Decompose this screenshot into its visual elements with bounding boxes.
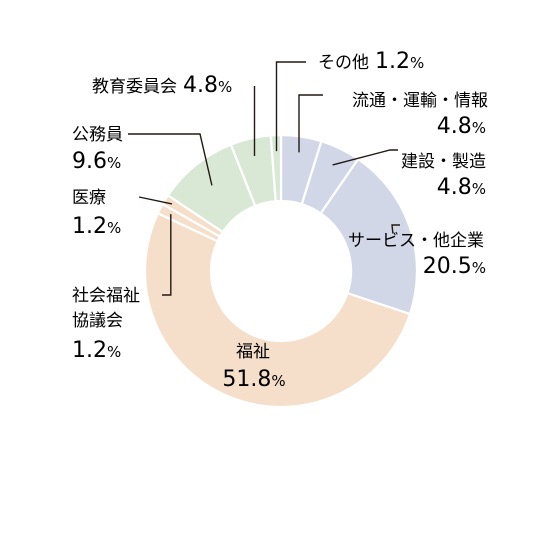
label-ryutsu-value: 4.8%	[437, 114, 486, 139]
label-shakyo-name: 社会福祉 協議会	[72, 286, 145, 331]
donut-slices	[143, 133, 419, 409]
label-shakyo-value: 1.2%	[72, 338, 121, 363]
label-fukushi-value: 51.8%	[222, 367, 285, 392]
donut-slice-3	[319, 157, 419, 316]
label-sonota: その他 1.2%	[318, 49, 424, 74]
leader-iryo	[138, 196, 173, 205]
leader-ryutsu	[298, 94, 323, 153]
label-service-name: サービス・他企業	[348, 231, 484, 251]
leader-koumuin	[128, 133, 213, 186]
leader-sonota	[275, 61, 306, 152]
label-iryo-name: 医療	[72, 188, 106, 208]
label-kensetsu-value: 4.8%	[437, 175, 486, 200]
leader-shakyo	[162, 214, 172, 296]
label-iryo-value: 1.2%	[72, 214, 121, 239]
label-fukushi-name: 福祉	[236, 342, 270, 362]
donut-slice-9	[269, 133, 283, 203]
leader-lines	[128, 61, 400, 296]
label-kyoiku: 教育委員会 4.8%	[92, 73, 232, 98]
label-service-value: 20.5%	[423, 254, 486, 279]
label-ryutsu-name: 流通・運輸・情報	[352, 91, 488, 111]
label-koumuin-value: 9.6%	[72, 149, 121, 174]
donut-slice-4	[143, 211, 412, 409]
leader-kensetsu	[332, 149, 398, 166]
label-kensetsu-name: 建設・製造	[401, 152, 486, 172]
label-koumuin-name: 公務員	[72, 125, 123, 145]
leader-service	[391, 224, 400, 234]
